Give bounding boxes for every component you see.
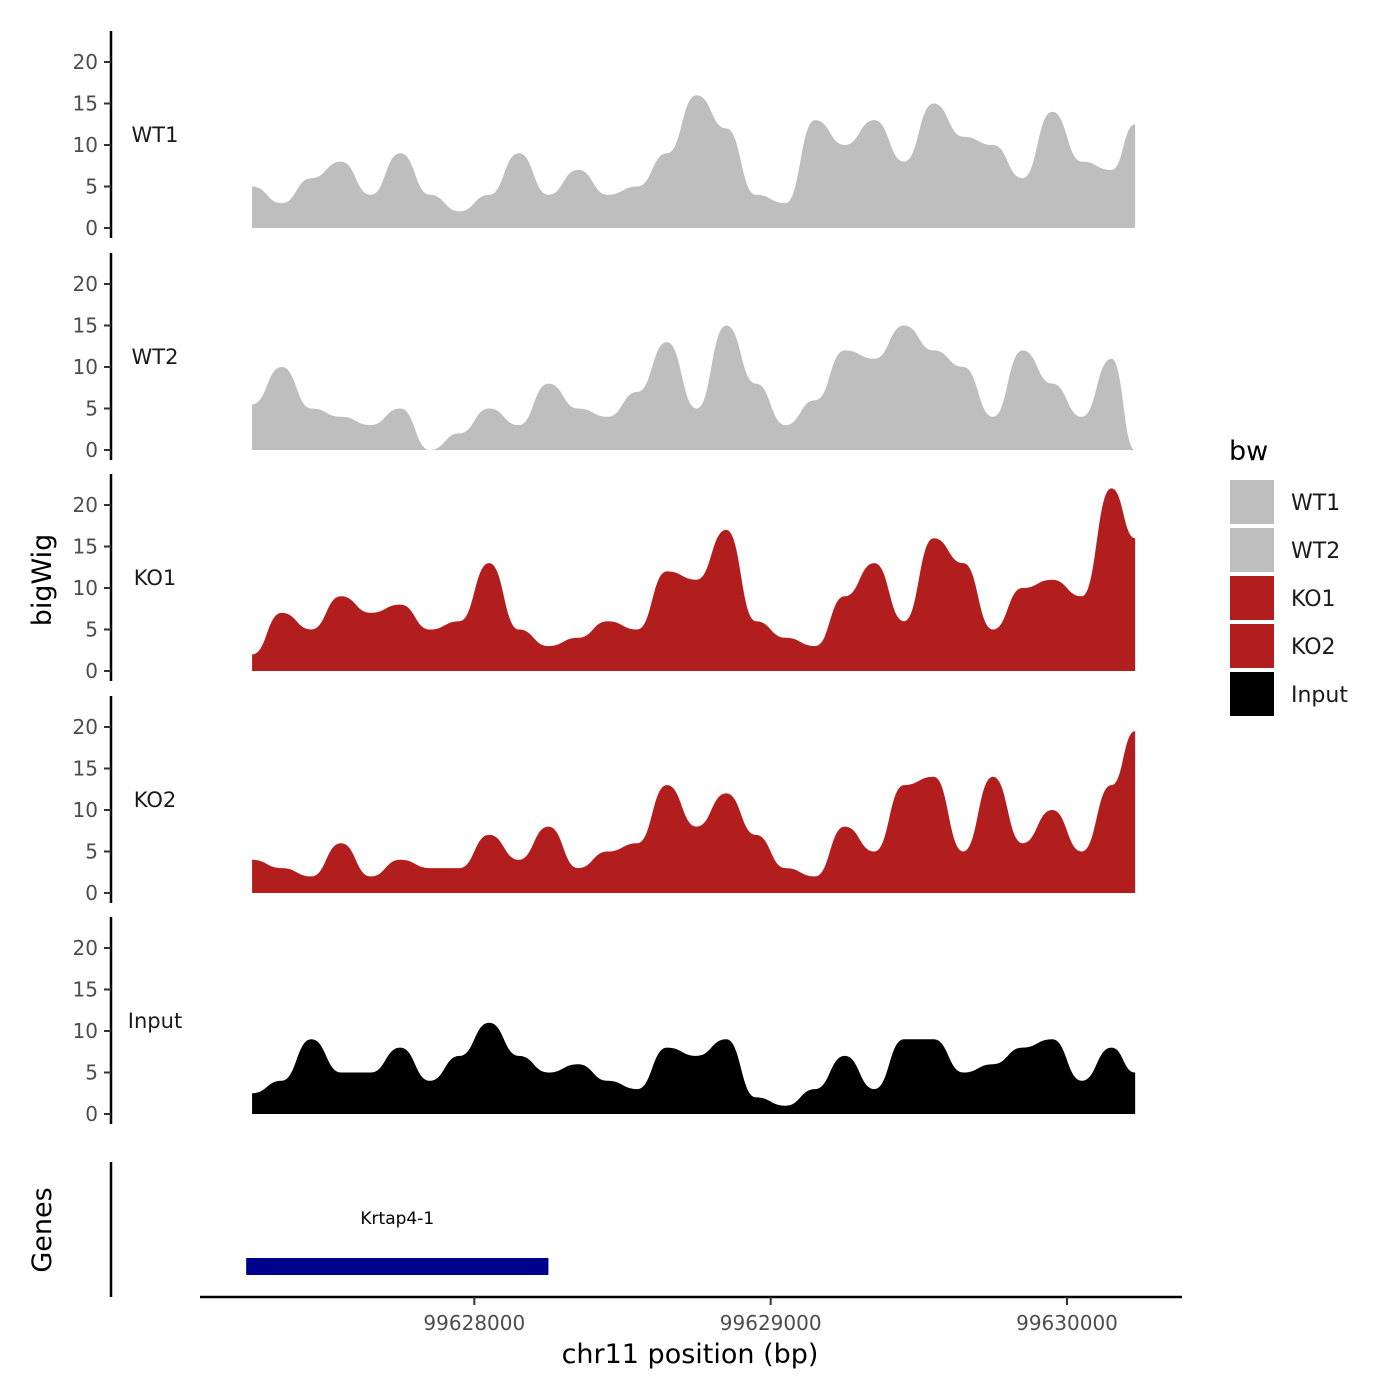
y-tick-label: 10 [73, 355, 98, 379]
legend: bw WT1 WT2 KO1 KO2 Input [1229, 436, 1348, 716]
track-label: WT1 [132, 123, 179, 147]
coverage-tracks: 0 5 10 15 20 WT1 0 5 10 15 20 WT2 0 5 10 15 20 KO1 0 5 10 15 2… [73, 31, 1136, 1126]
legend-label: WT1 [1291, 491, 1340, 516]
track-label: WT2 [132, 345, 179, 369]
coverage-area-ko1 [252, 488, 1136, 671]
y-tick-label: 0 [85, 1102, 98, 1126]
y-tick-label: 5 [85, 840, 98, 864]
y-axis-title: bigWig [27, 534, 58, 627]
y-tick-label: 20 [73, 715, 98, 739]
y-tick-label: 20 [73, 272, 98, 296]
legend-label: WT2 [1291, 539, 1340, 564]
legend-swatch [1230, 528, 1274, 572]
y-tick-label: 5 [85, 618, 98, 642]
y-tick-label: 20 [73, 936, 98, 960]
y-tick-label: 10 [73, 1019, 98, 1043]
x-tick-label: 99628000 [423, 1311, 525, 1335]
x-axis-title: chr11 position (bp) [562, 1339, 819, 1370]
y-tick-label: 10 [73, 798, 98, 822]
track-wt1: 0 5 10 15 20 WT1 [73, 31, 1136, 240]
track-wt2: 0 5 10 15 20 WT2 [73, 253, 1136, 462]
legend-title: bw [1229, 436, 1268, 467]
y-tick-label: 20 [73, 50, 98, 74]
y-tick-label: 5 [85, 1061, 98, 1085]
x-axis: 99628000 99629000 99630000 [200, 1295, 1182, 1335]
genes-panel: Genes Krtap4-1 [27, 1162, 549, 1297]
coverage-area-wt1 [252, 95, 1136, 228]
track-label: Input [128, 1009, 182, 1033]
coverage-area-input [252, 1022, 1136, 1114]
y-tick-label: 15 [73, 757, 98, 781]
y-tick-label: 0 [85, 881, 98, 905]
track-input: 0 5 10 15 20 Input [73, 917, 1136, 1126]
y-tick-label: 0 [85, 216, 98, 240]
legend-swatch [1230, 624, 1274, 668]
track-label: KO1 [134, 566, 177, 590]
y-tick-label: 15 [73, 978, 98, 1002]
y-tick-label: 15 [73, 535, 98, 559]
coverage-area-ko2 [252, 731, 1136, 893]
track-label: KO2 [134, 788, 177, 812]
legend-label: KO1 [1291, 587, 1336, 612]
genes-title: Genes [27, 1187, 58, 1272]
gene-bar [246, 1258, 549, 1275]
x-tick-label: 99630000 [1016, 1311, 1118, 1335]
y-tick-label: 5 [85, 397, 98, 421]
gene-label: Krtap4-1 [360, 1209, 434, 1229]
gene-marks: Krtap4-1 [246, 1209, 549, 1275]
track-ko2: 0 5 10 15 20 KO2 [73, 696, 1136, 905]
y-tick-label: 15 [73, 314, 98, 338]
x-tick-label: 99629000 [720, 1311, 822, 1335]
y-tick-label: 15 [73, 92, 98, 116]
track-ko1: 0 5 10 15 20 KO1 [73, 474, 1136, 683]
coverage-area-wt2 [252, 325, 1136, 450]
legend-label: Input [1291, 683, 1348, 708]
y-tick-label: 20 [73, 493, 98, 517]
y-tick-label: 10 [73, 133, 98, 157]
legend-swatch [1230, 576, 1274, 620]
y-tick-label: 5 [85, 175, 98, 199]
y-tick-label: 10 [73, 576, 98, 600]
legend-label: KO2 [1291, 635, 1336, 660]
legend-swatch [1230, 672, 1274, 716]
y-tick-label: 0 [85, 438, 98, 462]
legend-swatch [1230, 480, 1274, 524]
y-tick-label: 0 [85, 659, 98, 683]
